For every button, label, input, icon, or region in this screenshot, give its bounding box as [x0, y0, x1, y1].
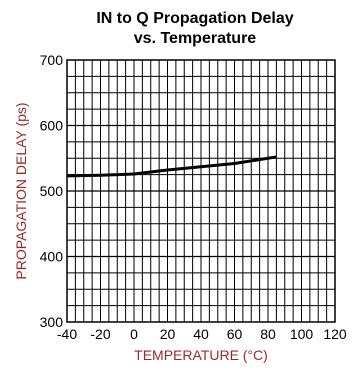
chart-title-line-1: IN to Q Propagation Delay — [96, 10, 293, 27]
series-layer — [66, 155, 277, 178]
y-axis-label: PROPAGATION DELAY (ps) — [13, 102, 29, 279]
grid — [67, 60, 335, 322]
x-axis-label: TEMPERATURE (°C) — [134, 347, 268, 363]
x-tick-label: 100 — [290, 326, 314, 342]
x-tick-label: 20 — [160, 326, 176, 342]
y-tick-label: 300 — [40, 314, 64, 330]
y-tick-labels: 300 400 500 600 700 — [40, 52, 64, 330]
x-tick-label: 40 — [193, 326, 209, 342]
x-tick-labels: -40 -20 0 20 40 60 80 100 120 — [57, 326, 347, 342]
y-tick-label: 700 — [40, 52, 64, 68]
x-tick-label: 60 — [227, 326, 243, 342]
x-tick-label: -20 — [90, 326, 110, 342]
series-line — [66, 155, 277, 178]
x-tick-label: 80 — [260, 326, 276, 342]
y-tick-label: 500 — [40, 183, 64, 199]
x-tick-label: 0 — [130, 326, 138, 342]
plot-frame — [66, 59, 336, 323]
x-tick-label: -40 — [57, 326, 77, 342]
y-tick-label: 400 — [40, 249, 64, 265]
x-tick-label: 120 — [323, 326, 347, 342]
y-tick-label: 600 — [40, 118, 64, 134]
chart-title-line-2: vs. Temperature — [134, 30, 257, 47]
